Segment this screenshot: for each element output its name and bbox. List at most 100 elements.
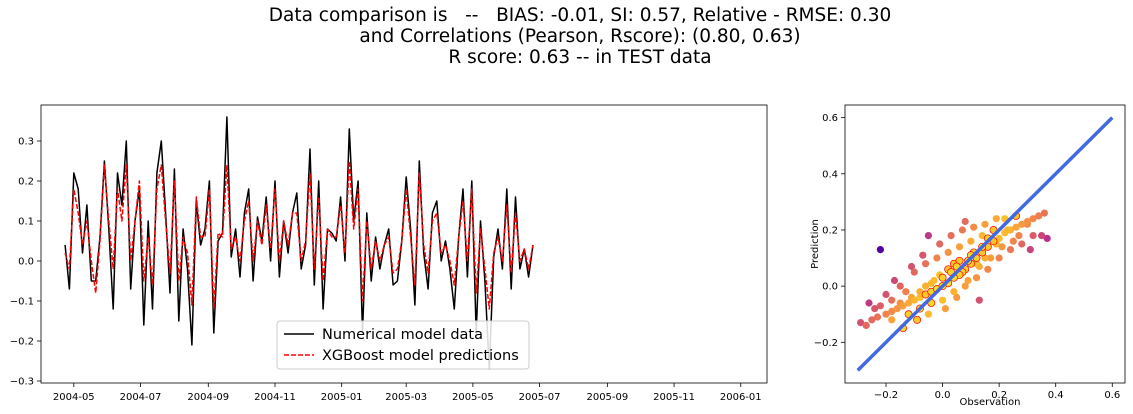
scatter-point [955,243,964,251]
scatter-point [933,254,941,262]
figure-title-line-3: R score: 0.63 -- in TEST data [448,47,712,68]
scatter-point [1018,240,1026,248]
scatter-point [992,215,1000,223]
scatter-point [936,240,944,248]
scatter-point [919,251,927,259]
y-tick-label: −0.1 [10,297,34,308]
scatter-point [938,273,947,282]
scatter-y-axis: −0.2 0.0 0.2 0.4 0.6 [814,113,845,349]
y-tick-label: 0.3 [18,137,34,148]
x-tick-label: 2004-07 [120,392,162,403]
y-tick-label: −0.2 [814,338,838,349]
timeseries-x-axis: 2004-05 2004-07 2004-09 2004-11 2005-01 2005-… [53,383,762,403]
scatter-point [958,226,967,234]
scatter-point [1026,246,1034,254]
scatter-point [888,307,896,315]
scatter-point [950,288,958,296]
scatter-point [876,246,885,254]
scatter-point [865,299,873,307]
scatter-x-axis-label: Observation [960,397,1021,408]
x-tick-label: 2005-01 [321,392,363,403]
scatter-point [916,293,924,301]
timeseries-legend: Numerical model data XGBoost model predic… [276,320,530,370]
x-tick-label: 0.0 [935,390,951,401]
scatter-point [1029,215,1037,223]
y-tick-label: 0.2 [822,225,838,236]
scatter-point [941,305,950,313]
scatter-point [873,313,882,321]
scatter-point [893,305,901,313]
x-tick-label: 2004-11 [254,392,296,403]
scatter-point [961,282,969,290]
y-tick-label: 0.1 [18,217,34,228]
scatter-point [1038,232,1046,240]
y-tick-label: 0.2 [18,177,34,188]
scatter-point [987,254,995,262]
scatter-point [882,310,890,318]
x-tick-label: 2005-03 [385,392,427,403]
x-tick-label: 2004-05 [53,392,95,403]
scatter-point [947,232,955,240]
y-tick-label: 0.0 [822,282,838,293]
reference-line [856,116,1114,372]
legend-entry-0: Numerical model data [322,327,483,343]
x-tick-label: 0.2 [991,390,1007,401]
x-tick-label: 2005-05 [452,392,494,403]
scatter-point [981,220,989,228]
timeseries-y-axis: −0.3 −0.2 −0.1 0.0 0.1 0.2 0.3 [10,137,41,388]
x-tick-label: 2004-09 [187,392,229,403]
scatter-point [868,316,876,324]
scatter-point [953,293,961,301]
scatter-point [1043,234,1051,242]
timeseries-chart: 2004-05 2004-07 2004-09 2004-11 2005-01 2005-… [10,104,768,403]
scatter-point [905,299,913,307]
scatter-point [876,302,885,310]
scatter-point [1040,209,1048,217]
scatter-point [871,305,879,313]
x-tick-label: 2006-01 [720,392,762,403]
x-tick-label: 0.6 [1104,390,1120,401]
x-tick-label: 2005-11 [653,392,695,403]
scatter-point [907,262,916,271]
scatter-point [910,296,918,304]
scatter-point [1012,223,1020,231]
y-tick-label: 0.0 [18,257,34,268]
scatter-point [967,237,975,245]
scatter-point [972,274,981,282]
scatter-point [998,243,1006,251]
scatter-point [930,276,938,285]
scatter-point [910,268,918,276]
scatter-point [972,260,981,268]
timeseries-axes-frame [40,104,768,384]
scatter-point [902,288,910,296]
legend-entry-1: XGBoost model predictions [322,348,519,364]
scatter-x-axis: −0.2 0.0 0.2 0.4 0.6 [874,383,1120,401]
y-tick-label: 0.4 [822,169,838,180]
y-tick-label: −0.2 [10,337,34,348]
x-tick-label: 0.4 [1048,390,1064,401]
scatter-point [1009,237,1017,245]
scatter-point [888,316,896,324]
scatter-point [944,248,952,256]
x-tick-label: 2005-09 [586,392,628,403]
scatter-point [984,265,992,273]
scatter-point [916,288,924,296]
legend-box [276,320,530,370]
scatter-point [1029,232,1037,240]
scatter-point [975,296,983,304]
scatter-point [924,310,933,318]
series-line-1 [64,160,534,310]
figure-title: Data comparison is -- BIAS: -0.01, SI: 0… [0,5,1133,68]
scatter-axes-frame [844,104,1126,384]
figure-title-line-2: and Correlations (Pearson, Rscore): (0.8… [359,26,801,47]
y-tick-label: 0.6 [822,113,838,124]
scatter-point [1001,229,1009,237]
scatter-point [970,223,978,231]
scatter-point [1035,212,1043,220]
scatter-point [862,321,870,329]
scatter-point [913,315,922,324]
x-tick-label: −0.2 [874,390,898,401]
series-line-0 [64,116,534,370]
scatter-point [961,217,969,226]
